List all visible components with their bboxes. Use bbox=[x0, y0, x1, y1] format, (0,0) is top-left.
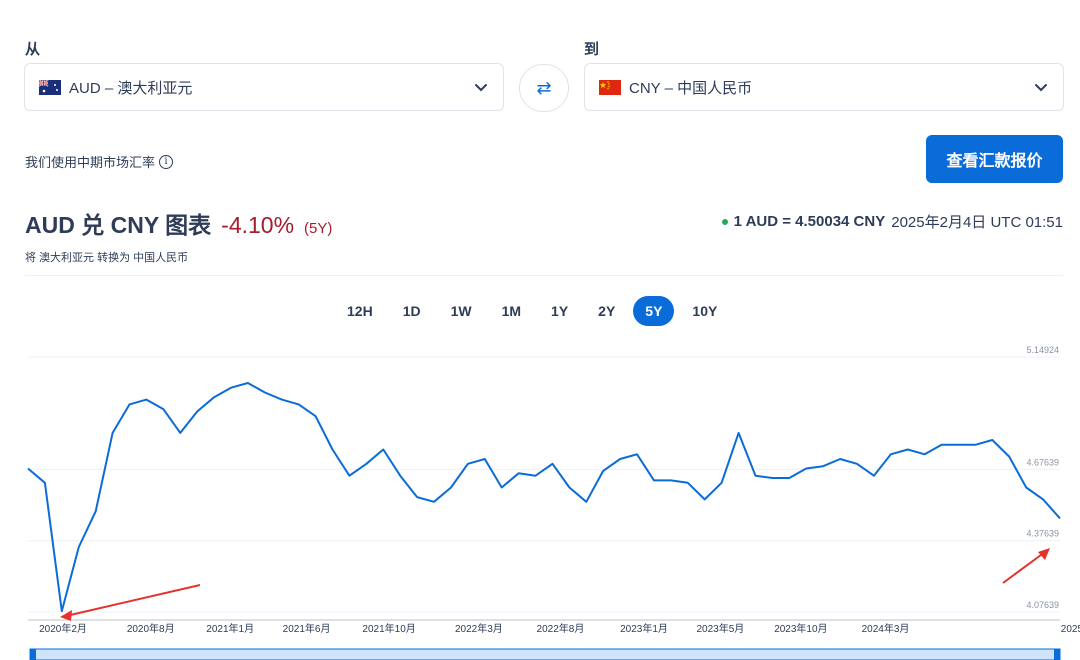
range-navigator bbox=[29, 648, 1061, 660]
china-flag-icon bbox=[599, 79, 621, 95]
y-tick-label: 5.14924 bbox=[1026, 345, 1059, 355]
tab-12h[interactable]: 12H bbox=[347, 303, 373, 319]
info-icon[interactable]: i bbox=[159, 154, 174, 169]
divider bbox=[25, 275, 1063, 276]
x-tick-label: 2023年1月 bbox=[620, 622, 668, 635]
from-currency-select[interactable]: AUD – 澳大利亚元 bbox=[24, 63, 504, 111]
annotation-arrow-low bbox=[65, 584, 201, 617]
arrowhead-icon bbox=[1038, 548, 1050, 560]
to-currency-select[interactable]: CNY – 中国人民币 bbox=[584, 63, 1064, 111]
from-currency-text: AUD – 澳大利亚元 bbox=[69, 79, 193, 97]
rate-value: 1 AUD = 4.50034 CNY bbox=[733, 213, 886, 230]
chevron-down-icon bbox=[475, 84, 487, 92]
change-period: (5Y) bbox=[304, 220, 333, 237]
swap-icon: ⇄ bbox=[536, 77, 552, 98]
mid-market-note: 我们使用中期市场汇率 i bbox=[25, 152, 174, 171]
period-tabs: 12H 1D 1W 1M 1Y 2Y 5Y 10Y bbox=[335, 296, 729, 326]
annotation-arrow-end bbox=[1002, 551, 1046, 584]
tab-2y[interactable]: 2Y bbox=[598, 303, 616, 319]
y-tick-label: 4.07639 bbox=[1026, 600, 1059, 610]
navigator-handle-left bbox=[30, 649, 36, 660]
x-tick-label: 2022年3月 bbox=[455, 622, 503, 635]
chart-title: AUD 兑 CNY 图表 bbox=[25, 212, 212, 238]
rate-chart[interactable]: 5.14924 4.67639 4.37639 4.07639 2020年2月 2020年… bbox=[0, 340, 1080, 660]
change-percent: -4.10% bbox=[221, 212, 295, 238]
live-dot-icon bbox=[721, 218, 728, 225]
from-label: 从 bbox=[25, 41, 41, 58]
arrowhead-icon bbox=[60, 610, 72, 621]
x-tick-label: 2023年5月 bbox=[696, 622, 744, 635]
rate-timestamp: 2025年2月4日 UTC 01:51 bbox=[891, 214, 1063, 231]
x-tick-label: 2020年8月 bbox=[127, 622, 175, 635]
x-tick-label: 2021年1月 bbox=[206, 622, 254, 635]
chart-header: AUD 兑 CNY 图表 -4.10% (5Y) bbox=[25, 206, 332, 240]
x-tick-label: 2022年8月 bbox=[537, 622, 585, 635]
to-label: 到 bbox=[584, 41, 600, 58]
australia-flag-icon bbox=[39, 79, 61, 95]
x-tick-label: 2025年2月 bbox=[1061, 622, 1080, 635]
x-tick-label: 2024年3月 bbox=[862, 622, 910, 635]
x-tick-label: 2021年10月 bbox=[362, 622, 415, 635]
tab-1y[interactable]: 1Y bbox=[551, 303, 569, 319]
conversion-subtitle: 将 澳大利亚元 转换为 中国人民币 bbox=[25, 252, 189, 264]
tab-10y[interactable]: 10Y bbox=[692, 303, 718, 319]
tab-1m[interactable]: 1M bbox=[501, 303, 522, 319]
x-tick-label: 2020年2月 bbox=[39, 622, 87, 635]
x-tick-label: 2023年10月 bbox=[774, 622, 827, 635]
x-tick-label: 2021年6月 bbox=[283, 622, 331, 635]
view-quote-button[interactable]: 查看汇款报价 bbox=[926, 135, 1063, 183]
y-tick-label: 4.37639 bbox=[1026, 529, 1059, 539]
tab-1d[interactable]: 1D bbox=[402, 303, 421, 319]
chevron-down-icon bbox=[1035, 84, 1047, 92]
tab-5y[interactable]: 5Y bbox=[633, 296, 675, 326]
to-currency-text: CNY – 中国人民币 bbox=[629, 79, 753, 97]
navigator-handle-right bbox=[1054, 649, 1060, 660]
rate-series-line bbox=[27, 382, 1061, 613]
tab-1w[interactable]: 1W bbox=[450, 303, 472, 319]
mid-market-text: 我们使用中期市场汇率 bbox=[25, 155, 156, 170]
swap-currencies-button[interactable]: ⇄ bbox=[519, 64, 569, 112]
current-rate: 1 AUD = 4.50034 CNY 2025年2月4日 UTC 01:51 bbox=[721, 211, 1063, 232]
y-tick-label: 4.67639 bbox=[1026, 457, 1059, 467]
